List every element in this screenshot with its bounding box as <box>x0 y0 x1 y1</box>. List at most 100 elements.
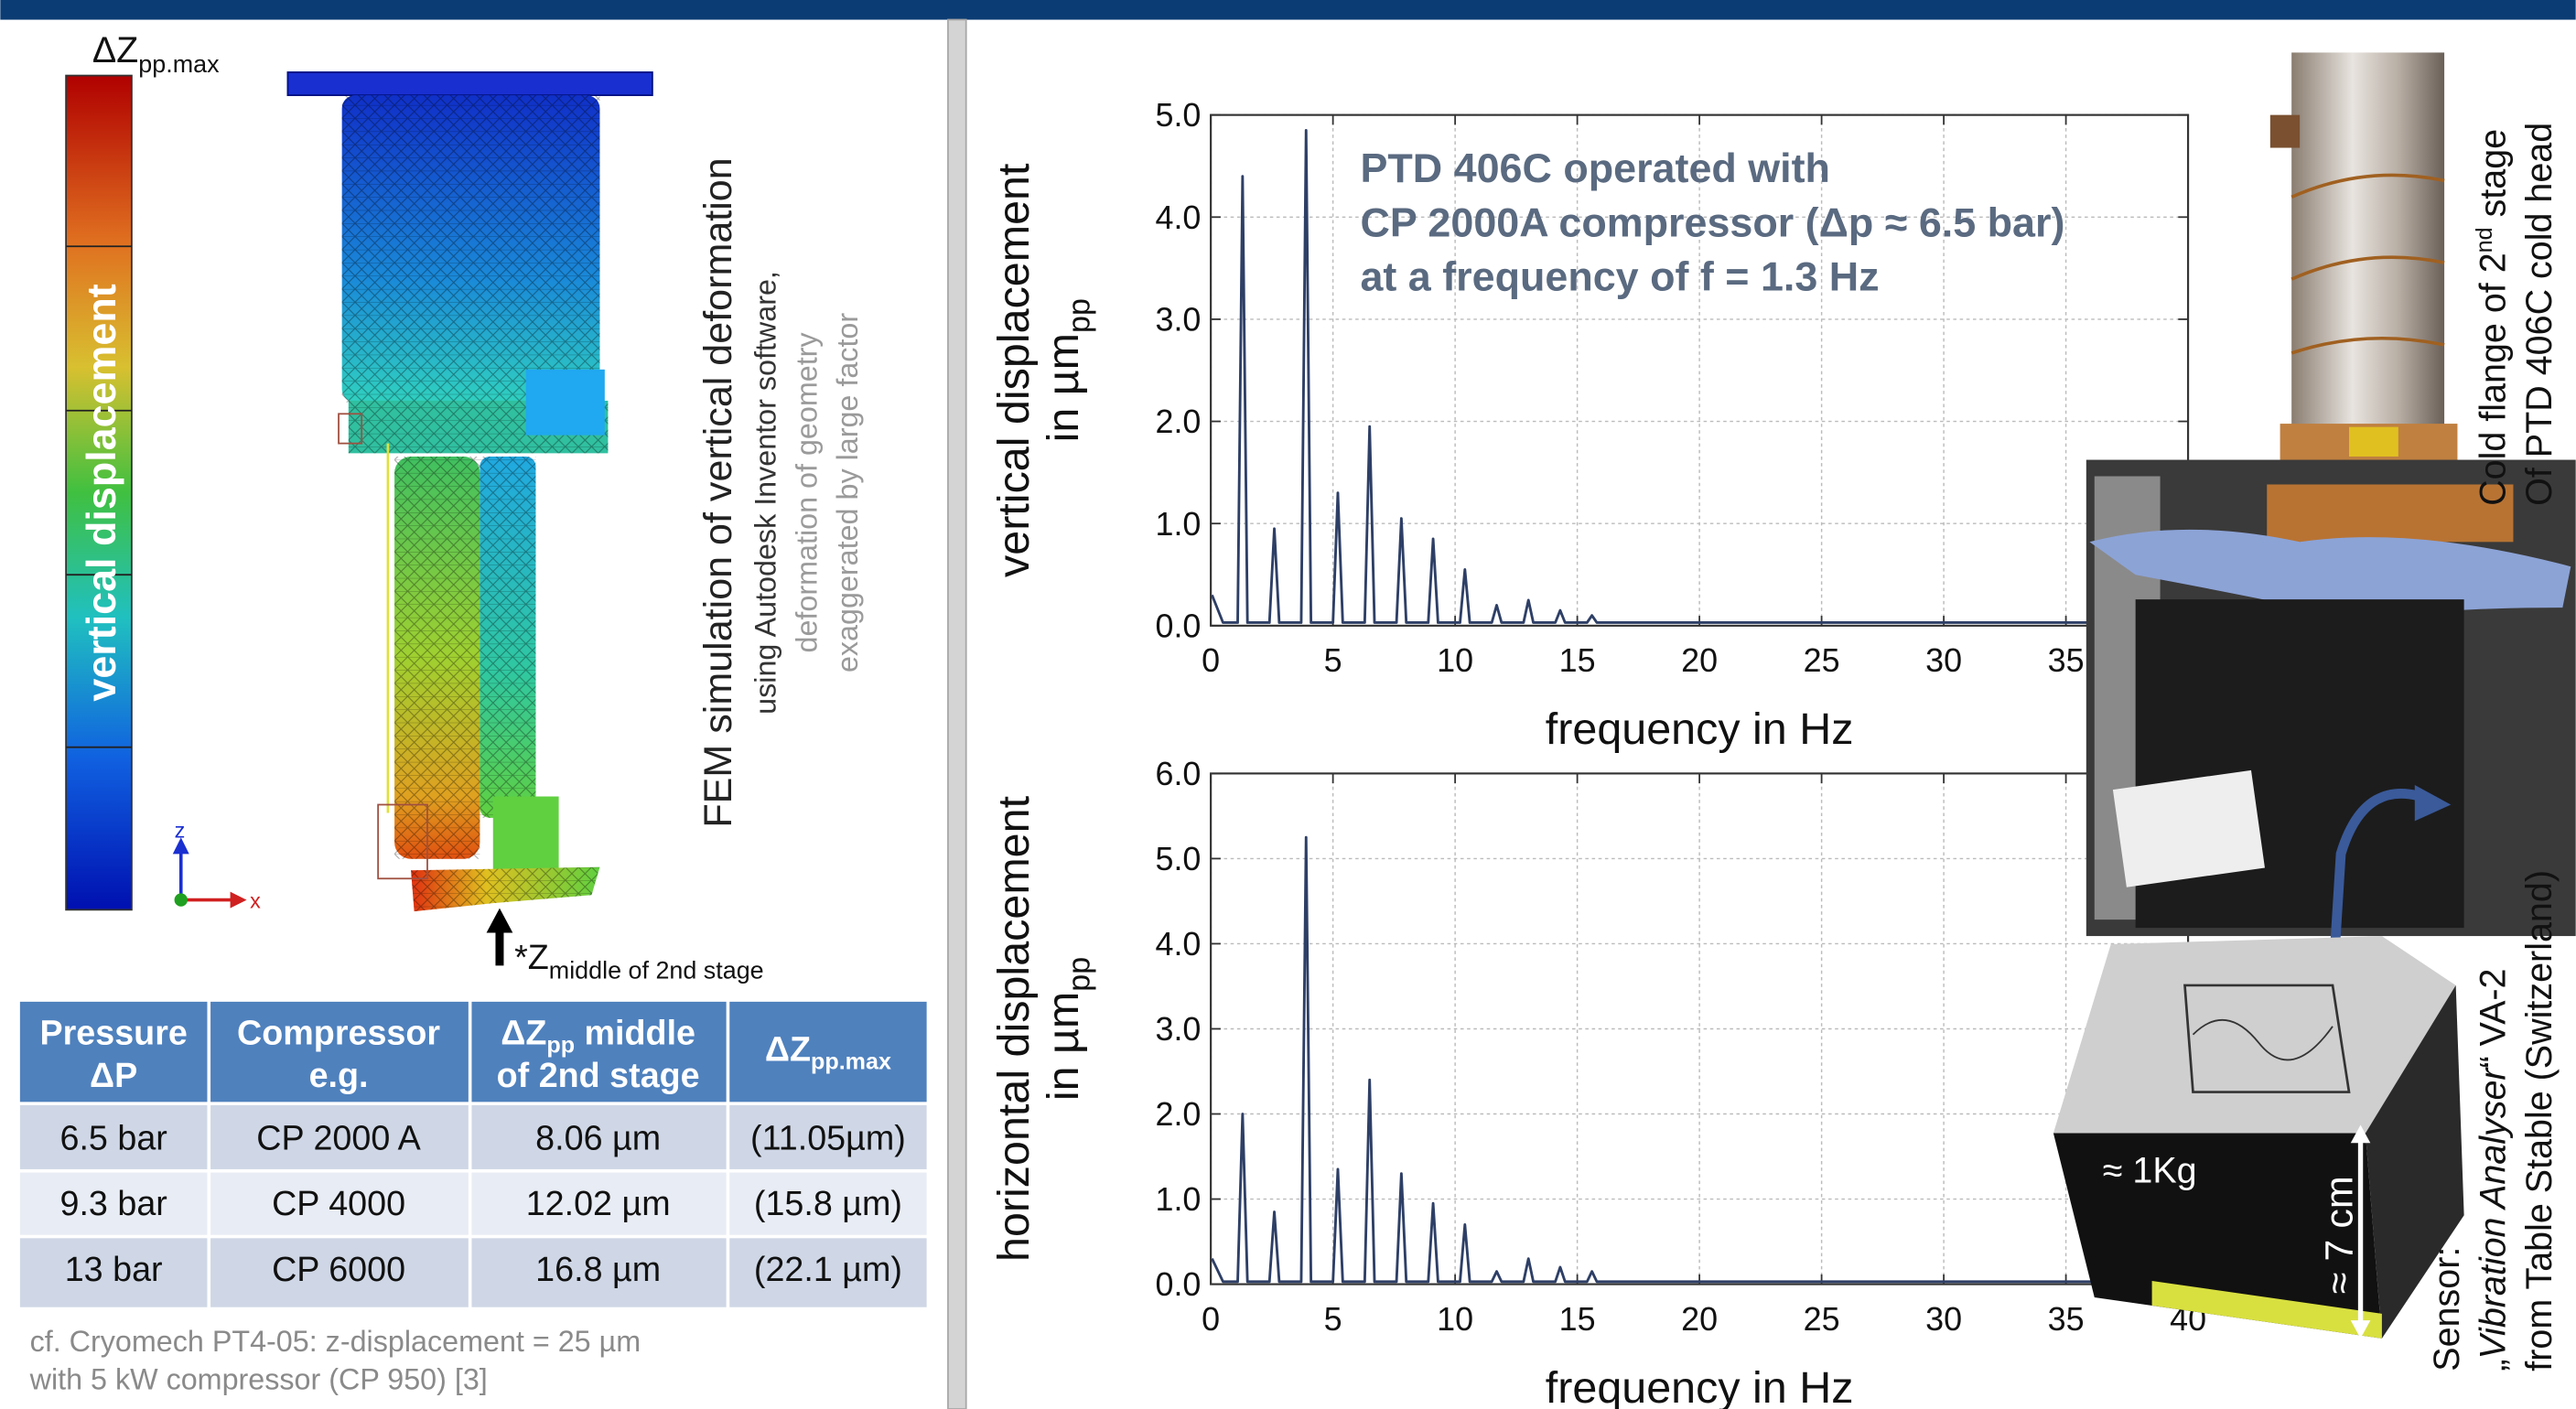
x-tick-label: 20 <box>1681 642 1718 679</box>
header-main: ΔZ <box>501 1014 546 1052</box>
note: cf. Cryomech PT4-05: z-displacement = 25… <box>30 1325 641 1358</box>
colorbar-label-main: ΔZ <box>92 30 138 70</box>
y-tick-label: 2.0 <box>1155 1096 1201 1133</box>
header-main: ΔZ <box>765 1029 811 1068</box>
y-axis-unit: in µmpp <box>1039 298 1097 442</box>
sensor-label: from Table Stable (Switzerland) <box>2519 870 2560 1371</box>
y-axis-unit-text: in µm <box>1039 333 1088 442</box>
y-axis-unit-sub: pp <box>1062 957 1096 992</box>
sensor-text: “ VA-2 <box>2474 968 2514 1068</box>
table-cell: 12.02 µm <box>526 1184 671 1222</box>
y-tick-label: 1.0 <box>1155 506 1201 543</box>
x-tick-label: 15 <box>1559 642 1596 679</box>
y-axis-unit-text: in µm <box>1039 992 1088 1101</box>
sensor-text: „ <box>2474 1360 2514 1371</box>
cold-flange-sup: nd <box>2472 227 2497 253</box>
header-cell: e.g. <box>309 1056 369 1094</box>
sensor-size: ≈ 7 cm <box>2318 1176 2362 1294</box>
fem-caption: deformation of geometry <box>790 332 823 653</box>
table-cell: CP 6000 <box>272 1250 405 1288</box>
x-tick-label: 5 <box>1324 1301 1342 1338</box>
table-body: 6.5 bar CP 2000 A 8.06 µm (11.05µm) 9.3 bar C… <box>59 1118 905 1288</box>
x-tick-label: 0 <box>1202 1301 1220 1338</box>
y-axis-label: vertical displacement <box>989 163 1039 577</box>
x-tick-label: 30 <box>1925 1301 1962 1338</box>
spectrum-line <box>1211 128 2189 624</box>
x-tick-label: 25 <box>1804 642 1840 679</box>
x-tick-label: 5 <box>1324 642 1342 679</box>
table-cell: 8.06 µm <box>535 1118 661 1156</box>
charts: 05101520253035400.01.02.03.04.05.0freque… <box>989 97 2206 1409</box>
table-cell: 6.5 bar <box>59 1118 167 1156</box>
arrow-label: *Zmiddle of 2nd stage <box>514 938 764 984</box>
y-tick-label: 3.0 <box>1155 301 1201 338</box>
sensor-label: Sensor: <box>2427 1247 2467 1371</box>
x-tick-label: 20 <box>1681 1301 1718 1338</box>
y-tick-label: 6.0 <box>1155 756 1201 792</box>
table-header: Pressure ΔP Compressor e.g. ΔZpp middle … <box>39 1014 890 1095</box>
spectrum-line <box>1211 835 2189 1284</box>
fem-model <box>286 71 653 912</box>
header-cell: ΔZpp middle <box>501 1014 695 1059</box>
header-cell: Compressor <box>237 1014 440 1052</box>
annotation: PTD 406C operated with <box>1360 145 1830 191</box>
coordinate-triad <box>172 837 247 909</box>
cold-flange-label: Cold flange of 2nd stage <box>2472 129 2513 506</box>
y-tick-label: 4.0 <box>1155 926 1201 963</box>
note: with 5 kW compressor (CP 950) [3] <box>29 1362 488 1395</box>
cold-flange-text: Cold flange of 2 <box>2474 253 2514 505</box>
x-tick-label: 25 <box>1804 1301 1840 1338</box>
arrow-label-main: *Z <box>514 938 549 976</box>
header-cell: of 2nd stage <box>497 1056 700 1094</box>
x-tick-label: 15 <box>1559 1301 1596 1338</box>
top-bar <box>0 0 2576 20</box>
colorbar-label: ΔZpp.max <box>92 30 220 78</box>
table-cell: (22.1 µm) <box>754 1250 902 1288</box>
x-axis-label: frequency in Hz <box>1546 704 1854 754</box>
y-tick-label: 0.0 <box>1155 608 1201 644</box>
plot-frame <box>1210 113 2190 627</box>
fem-caption: FEM simulation of vertical deformation <box>696 157 740 827</box>
y-axis-unit-sub: pp <box>1062 298 1096 333</box>
arrow <box>486 908 513 966</box>
colorbar-axis-label: vertical displacement <box>78 284 124 701</box>
y-tick-label: 1.0 <box>1155 1181 1201 1218</box>
header-sub: pp <box>546 1033 575 1059</box>
x-tick-label: 35 <box>2048 642 2085 679</box>
table-cell: 13 bar <box>65 1250 163 1288</box>
sensor-text: Vibration Analyser <box>2474 1067 2514 1360</box>
colorbar-dividers <box>66 245 132 748</box>
fem-caption: using Autodesk Inventor software, <box>749 271 782 715</box>
y-axis-unit: in µmpp <box>1039 957 1097 1101</box>
x-axis-label: frequency in Hz <box>1546 1363 1854 1409</box>
x-tick-label: 10 <box>1437 1301 1473 1338</box>
x-tick-label: 0 <box>1202 642 1220 679</box>
axis-x-label: x <box>250 889 261 913</box>
table <box>19 1001 927 1307</box>
header-sub: pp.max <box>811 1049 891 1074</box>
colorbar <box>65 74 133 911</box>
y-tick-label: 0.0 <box>1155 1266 1201 1303</box>
table-cell: (11.05µm) <box>750 1118 906 1156</box>
header-cell: ΔP <box>90 1056 137 1094</box>
table-cell: CP 2000 A <box>256 1118 421 1156</box>
arrow-label-sub: middle of 2nd stage <box>549 957 764 984</box>
y-tick-label: 5.0 <box>1155 841 1201 877</box>
annotation: at a frequency of f = 1.3 Hz <box>1360 253 1879 300</box>
header-cell: ΔZpp.max <box>765 1029 891 1074</box>
y-tick-label: 5.0 <box>1155 97 1201 134</box>
panel-separator <box>947 18 967 1409</box>
photo <box>2053 52 2576 1339</box>
table-cell: 9.3 bar <box>59 1184 167 1222</box>
y-tick-label: 4.0 <box>1155 199 1201 236</box>
x-tick-label: 30 <box>1925 642 1962 679</box>
colorbar-label-sub: pp.max <box>138 50 220 78</box>
table-cell: 16.8 µm <box>535 1250 661 1288</box>
y-tick-label: 2.0 <box>1155 403 1201 440</box>
header-tail: middle <box>575 1014 695 1052</box>
y-axis-label: horizontal displacement <box>989 795 1039 1262</box>
x-tick-label: 35 <box>2048 1301 2085 1338</box>
header-cell: Pressure <box>39 1014 187 1052</box>
